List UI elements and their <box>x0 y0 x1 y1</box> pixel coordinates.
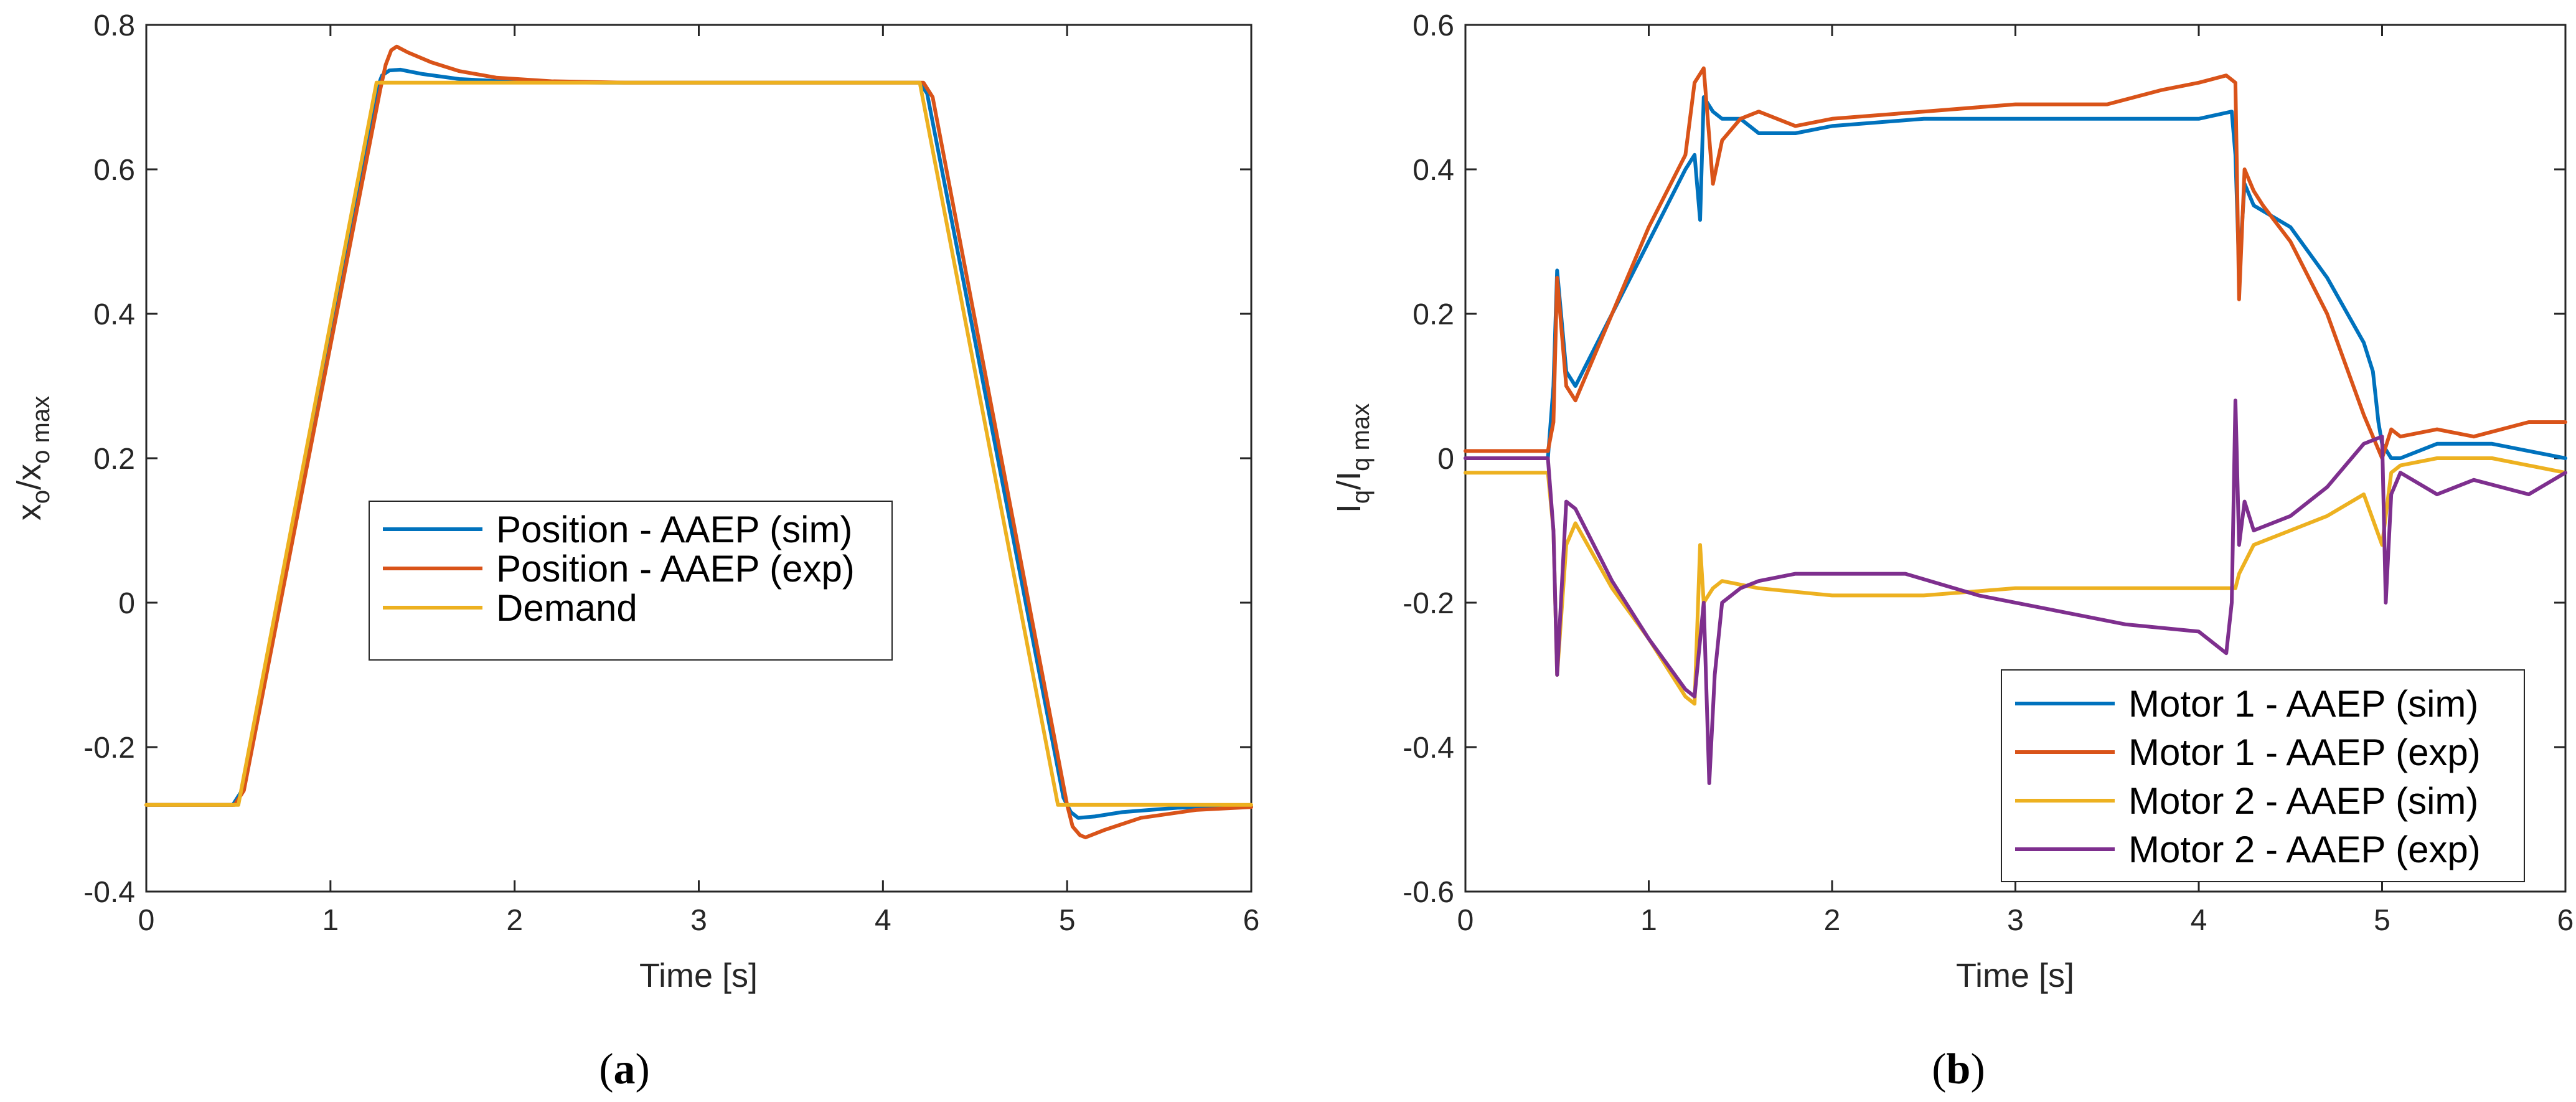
chart-a-series-line-3 <box>144 80 1253 807</box>
chart-a-legend: Position - AAEP (sim)Position - AAEP (ex… <box>369 501 893 661</box>
chart-a-legend-label-1: Position - AAEP (sim) <box>496 509 852 550</box>
chart-b-x-tick-label: 3 <box>2007 904 2024 937</box>
chart-a-y-tick-label: 0.6 <box>93 154 135 187</box>
chart-b-legend-label-1: Motor 1 - AAEP (sim) <box>2128 683 2478 725</box>
chart-b-series-line-2 <box>1464 66 2567 460</box>
chart-a-x-tick-label: 2 <box>506 904 523 937</box>
chart-b-y-tick-label: 0.6 <box>1413 9 1454 42</box>
chart-b-y-tick-label: 0 <box>1437 443 1454 476</box>
chart-b-y-tick-label: 0.2 <box>1413 298 1454 331</box>
chart-b-legend-label-2: Motor 1 - AAEP (exp) <box>2128 732 2481 773</box>
chart-a-y-tick-label: -0.2 <box>83 732 135 765</box>
chart-a-x-tick-label: 6 <box>1243 904 1260 937</box>
chart-b-y-tick-label: 0.4 <box>1413 154 1454 187</box>
chart-a-x-tick-label: 5 <box>1059 904 1076 937</box>
chart-b-x-tick-label: 1 <box>1640 904 1657 937</box>
chart-b-legend-entries: Motor 1 - AAEP (sim) Motor 1 - AAEP (exp)… <box>2015 683 2481 870</box>
chart-b-series <box>1464 66 2567 785</box>
chart-a-x-tick-label: 4 <box>875 904 891 937</box>
chart-b-series-line-4 <box>1464 398 2567 785</box>
chart-a-y-tick-label: 0.8 <box>93 9 135 42</box>
chart-a-y-axis-label: xo/xo max <box>11 396 55 520</box>
chart-b-x-tick-label: 6 <box>2557 904 2574 937</box>
chart-a-x-tick-label: 0 <box>138 904 155 937</box>
chart-b-y-tick-label: -0.6 <box>1403 876 1454 909</box>
chart-b-x-tick-label: 2 <box>1824 904 1841 937</box>
chart-b-x-tick-label: 5 <box>2374 904 2390 937</box>
chart-b-series-line-3 <box>1464 456 2567 706</box>
chart-b-x-tick-label: 4 <box>2191 904 2207 937</box>
chart-b-x-axis-label: Time [s] <box>1956 957 2074 994</box>
chart-b-x-ticks: 0 1 2 3 4 5 6 <box>1457 25 2574 937</box>
chart-a-legend-label-3: Demand <box>496 587 637 629</box>
chart-a-panel-label: (a) <box>599 1045 650 1093</box>
chart-b-y-ticks: -0.6 -0.4 -0.2 0 0.2 0.4 0.6 <box>1403 9 2565 909</box>
chart-a-x-tick-label: 3 <box>690 904 707 937</box>
chart-b-y-tick-label: -0.4 <box>1403 732 1454 765</box>
chart-a: 0 1 2 3 4 5 6 -0.4 -0.2 0 0.2 0.4 0.6 0.8 Time [s] x… <box>11 9 1259 1093</box>
chart-a-plot-area <box>145 24 1253 893</box>
chart-b-panel-label: (b) <box>1932 1045 1985 1093</box>
chart-a-y-tick-label: -0.4 <box>83 876 135 909</box>
chart-b-y-tick-label: -0.2 <box>1403 587 1454 620</box>
chart-a-series <box>144 44 1253 839</box>
chart-a-y-tick-label: 0.2 <box>93 443 135 476</box>
chart-b-y-axis-label: Iq/Iq max <box>1330 403 1375 513</box>
chart-a-legend-entries: Position - AAEP (sim)Position - AAEP (ex… <box>383 509 855 629</box>
chart-b-x-tick-label: 0 <box>1457 904 1474 937</box>
chart-a-y-ticks: -0.4 -0.2 0 0.2 0.4 0.6 0.8 <box>83 9 1251 909</box>
chart-b-legend-label-3: Motor 2 - AAEP (sim) <box>2128 780 2478 822</box>
chart-a-x-ticks: 0 1 2 3 4 5 6 <box>138 25 1260 937</box>
chart-a-legend-label-2: Position - AAEP (exp) <box>496 548 855 590</box>
chart-a-y-tick-label: 0 <box>118 587 135 620</box>
chart-b-legend: Motor 1 - AAEP (sim) Motor 1 - AAEP (exp)… <box>2001 669 2525 882</box>
chart-a-x-axis-label: Time [s] <box>639 957 758 994</box>
chart-a-y-tick-label: 0.4 <box>93 298 135 331</box>
chart-b-legend-label-4: Motor 2 - AAEP (exp) <box>2128 829 2481 870</box>
chart-a-x-tick-label: 1 <box>322 904 339 937</box>
